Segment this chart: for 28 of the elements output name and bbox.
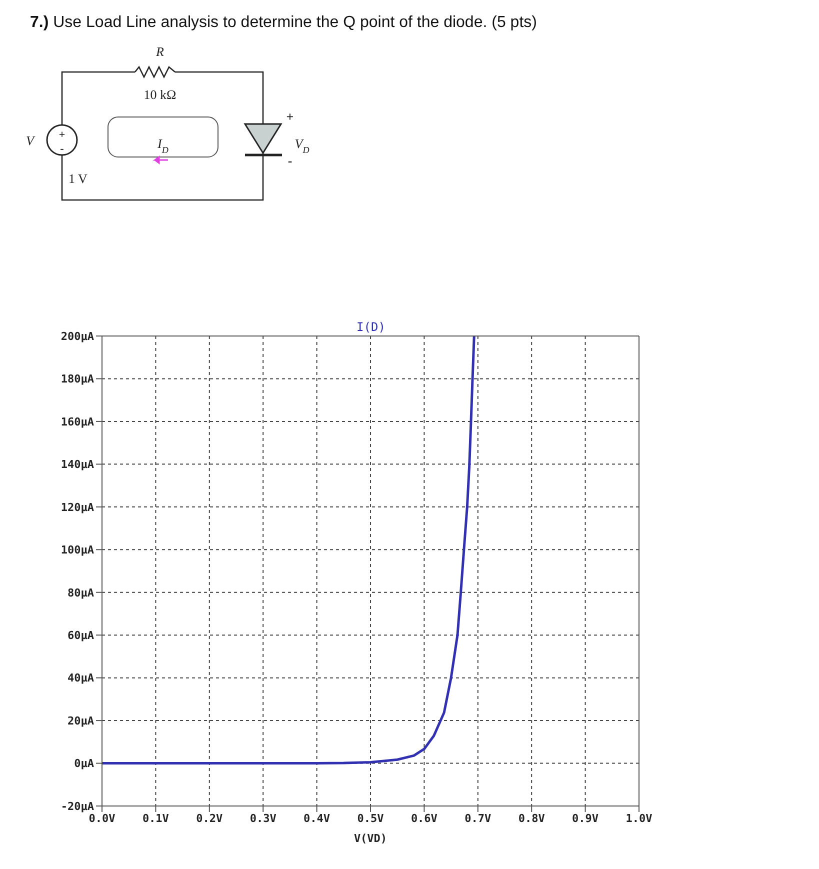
y-tick-label: 100µA — [60, 544, 94, 557]
y-tick-label: 180µA — [60, 372, 94, 386]
y-tick-label: 0µA — [74, 757, 94, 770]
x-tick-label: 0.1V — [142, 812, 170, 825]
y-tick-label: -20µA — [60, 800, 94, 813]
x-tick-label: 0.0V — [88, 812, 116, 825]
x-tick-label: 0.4V — [304, 812, 330, 825]
y-tick-label: 200µA — [60, 330, 94, 343]
x-tick-label: 0.9V — [572, 812, 599, 825]
y-tick-label: 140µA — [60, 458, 94, 472]
x-tick-label: 0.8V — [518, 812, 546, 825]
y-tick-label: 160µA — [60, 415, 94, 428]
x-tick-label: 0.3V — [250, 812, 277, 825]
y-tick-label: 60µA — [68, 628, 94, 642]
chart-title: 7.) Use Load Line analysis to determine the Q point of the diode. (5 pts) — [30, 14, 537, 32]
y-tick-label: 120µA — [60, 500, 94, 514]
x-tick-label: 0.7V — [464, 812, 492, 825]
x-tick-label: 0.6V — [410, 812, 438, 825]
x-tick-label: 0.2V — [196, 812, 224, 825]
x-tick-label: 1.0V — [626, 812, 653, 825]
y-tick-label: 40µA — [68, 672, 94, 685]
y-tick-label: 80µA — [68, 586, 94, 600]
chart-subtitle: I(D) — [356, 320, 386, 334]
line-series — [102, 336, 476, 765]
y-tick-label: 20µA — [68, 714, 94, 728]
circuit-diagram: R 10 kΩ V 1 V + - I$_{D}$ + V$_{D}$ - — [26, 44, 310, 201]
x-axis-title: V(VD) — [354, 832, 388, 845]
x-tick-label: 0.5V — [357, 812, 384, 825]
